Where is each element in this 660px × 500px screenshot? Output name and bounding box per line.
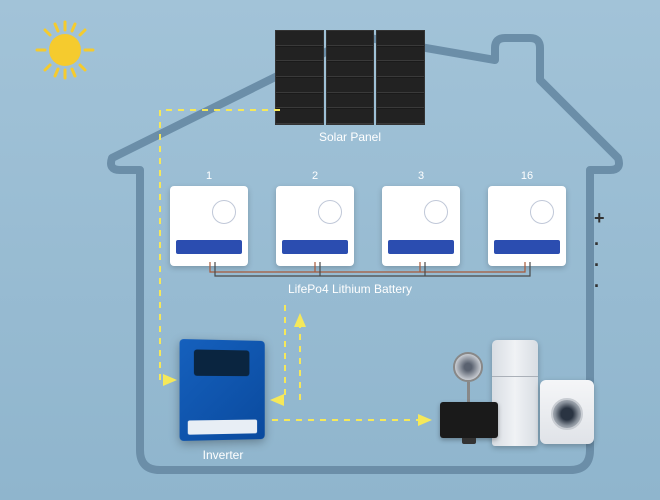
solar-panel-label: Solar Panel [300,130,400,144]
fridge-icon [492,340,538,446]
solar-panel [275,30,425,125]
washer-icon [540,380,594,444]
battery-unit: 3 [382,170,460,266]
battery-unit: 16 [488,170,566,266]
battery-number: 1 [170,170,248,182]
inverter [180,339,265,441]
battery-ellipsis: + . . . [594,208,605,292]
battery-bus-wire [195,262,545,280]
inverter-label: Inverter [188,448,258,462]
sun-icon [35,20,95,80]
battery-label: LifePo4 Lithium Battery [260,282,440,296]
battery-number: 16 [488,170,566,182]
battery-number: 3 [382,170,460,182]
battery-number: 2 [276,170,354,182]
battery-unit: 2 [276,170,354,266]
battery-unit: 1 [170,170,248,266]
appliances-group [440,340,620,460]
tv-icon [440,402,498,438]
